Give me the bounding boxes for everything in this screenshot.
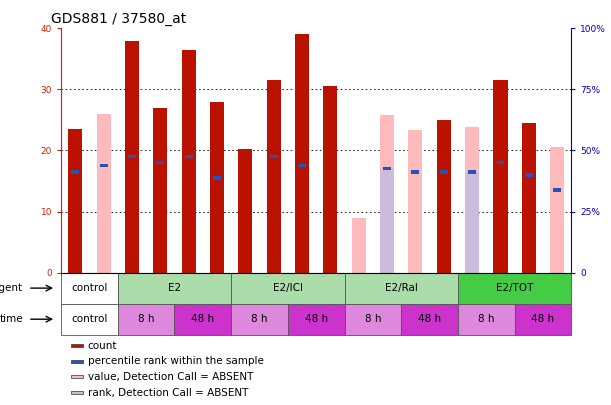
Text: 48 h: 48 h bbox=[532, 314, 555, 324]
Bar bbox=[345, 304, 401, 335]
Text: count: count bbox=[87, 341, 117, 351]
Bar bbox=[497, 161, 504, 164]
Bar bbox=[514, 304, 571, 335]
Bar bbox=[71, 391, 82, 394]
Bar bbox=[175, 304, 231, 335]
Bar bbox=[553, 188, 561, 192]
Text: E2/Ral: E2/Ral bbox=[385, 283, 418, 293]
Text: control: control bbox=[71, 283, 108, 293]
Bar bbox=[525, 173, 533, 177]
Text: time: time bbox=[0, 314, 23, 324]
Text: GDS881 / 37580_at: GDS881 / 37580_at bbox=[51, 12, 186, 26]
Bar bbox=[71, 170, 79, 173]
Text: control: control bbox=[71, 314, 108, 324]
Bar bbox=[185, 155, 192, 158]
Bar bbox=[401, 304, 458, 335]
Text: rank, Detection Call = ABSENT: rank, Detection Call = ABSENT bbox=[87, 388, 248, 398]
Bar bbox=[465, 127, 479, 273]
Bar bbox=[437, 120, 451, 273]
Bar bbox=[71, 344, 82, 347]
Bar bbox=[238, 149, 252, 273]
Text: 8 h: 8 h bbox=[138, 314, 155, 324]
Bar bbox=[71, 375, 82, 378]
Bar bbox=[522, 123, 536, 273]
Text: agent: agent bbox=[0, 283, 23, 293]
Text: 48 h: 48 h bbox=[418, 314, 441, 324]
Bar bbox=[231, 304, 288, 335]
Bar bbox=[458, 304, 514, 335]
Bar bbox=[270, 155, 277, 158]
Bar bbox=[458, 273, 571, 304]
Bar bbox=[71, 360, 82, 363]
Bar bbox=[266, 80, 281, 273]
Bar bbox=[97, 114, 111, 273]
Bar bbox=[295, 34, 309, 273]
Bar bbox=[153, 108, 167, 273]
Bar bbox=[125, 40, 139, 273]
Bar bbox=[351, 217, 366, 273]
Text: value, Detection Call = ABSENT: value, Detection Call = ABSENT bbox=[87, 372, 253, 382]
Text: 8 h: 8 h bbox=[251, 314, 268, 324]
Bar bbox=[440, 170, 448, 173]
Bar bbox=[156, 161, 164, 164]
Text: E2: E2 bbox=[168, 283, 181, 293]
Bar bbox=[323, 86, 337, 273]
Text: 8 h: 8 h bbox=[478, 314, 494, 324]
Bar bbox=[213, 176, 221, 179]
Bar bbox=[493, 80, 508, 273]
Text: percentile rank within the sample: percentile rank within the sample bbox=[87, 356, 263, 367]
Text: 8 h: 8 h bbox=[365, 314, 381, 324]
Bar bbox=[118, 273, 231, 304]
Bar bbox=[380, 169, 394, 273]
Bar bbox=[100, 164, 108, 167]
Bar bbox=[128, 155, 136, 158]
Bar bbox=[68, 129, 82, 273]
Text: 48 h: 48 h bbox=[305, 314, 327, 324]
Bar bbox=[345, 273, 458, 304]
Bar bbox=[383, 167, 391, 171]
Bar bbox=[181, 50, 196, 273]
Bar bbox=[288, 304, 345, 335]
Bar bbox=[550, 147, 564, 273]
Bar bbox=[231, 273, 345, 304]
Bar bbox=[210, 102, 224, 273]
Bar bbox=[61, 273, 118, 304]
Bar bbox=[465, 172, 479, 273]
Bar bbox=[408, 130, 422, 273]
Bar bbox=[468, 170, 476, 173]
Bar bbox=[380, 115, 394, 273]
Text: E2/ICI: E2/ICI bbox=[273, 283, 303, 293]
Text: 48 h: 48 h bbox=[191, 314, 214, 324]
Bar bbox=[61, 304, 118, 335]
Bar bbox=[411, 170, 419, 173]
Text: E2/TOT: E2/TOT bbox=[496, 283, 533, 293]
Bar bbox=[118, 304, 175, 335]
Bar bbox=[298, 164, 306, 167]
